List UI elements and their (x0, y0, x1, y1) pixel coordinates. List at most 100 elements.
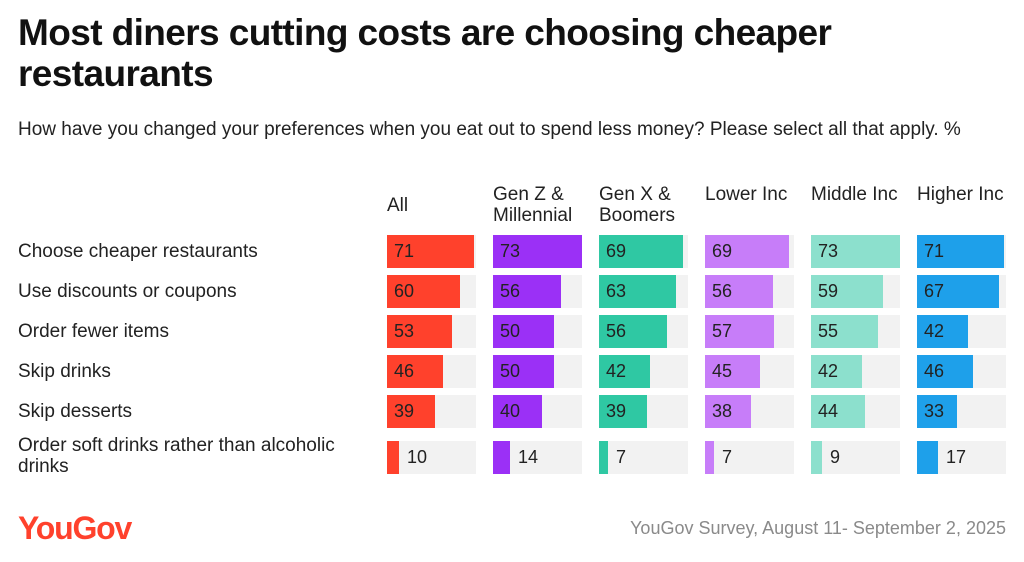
bar-track: 73 (811, 235, 900, 268)
value-label: 10 (407, 447, 428, 467)
bar-track: 7 (705, 441, 794, 474)
bar-gen-x-and-boomers-order-soft-drinks-rather-than-alcoholic-drinks (599, 441, 608, 474)
bar-track: 9 (811, 441, 900, 474)
value-label: 42 (924, 321, 945, 341)
bar-track: 59 (811, 275, 900, 308)
value-label: 71 (394, 241, 415, 261)
value-label: 40 (500, 401, 521, 421)
value-label: 42 (818, 361, 839, 381)
bar-track: 38 (705, 395, 794, 428)
bar-all-skip-drinks (387, 355, 443, 388)
bar-track: 69 (599, 235, 688, 268)
value-label: 33 (924, 401, 945, 421)
value-label: 7 (616, 447, 627, 467)
bar-track: 50 (493, 315, 582, 348)
yougov-logo: YouGov (18, 510, 132, 546)
bar-all-order-soft-drinks-rather-than-alcoholic-drinks (387, 441, 399, 474)
bar-higher-inc-order-fewer-items (917, 315, 968, 348)
column-header-middle-inc: Middle Inc (811, 184, 898, 205)
bar-track: 56 (599, 315, 688, 348)
row-label-choose-cheaper-restaurants: Choose cheaper restaurants (18, 241, 258, 262)
bar-track: 71 (917, 235, 1006, 268)
bar-track: 71 (387, 235, 476, 268)
row-label-order-fewer-items: Order fewer items (18, 321, 169, 342)
value-label: 45 (712, 361, 733, 381)
value-label: 59 (818, 281, 839, 301)
column-header-gen-x-and-boomers: Gen X & Boomers (599, 184, 676, 226)
value-label: 46 (394, 361, 415, 381)
bar-track: 46 (387, 355, 476, 388)
bar-gen-x-and-boomers-order-fewer-items (599, 315, 667, 348)
bar-higher-inc-skip-drinks (917, 355, 973, 388)
bar-lower-inc-order-soft-drinks-rather-than-alcoholic-drinks (705, 441, 714, 474)
bar-gen-x-and-boomers-choose-cheaper-restaurants (599, 235, 683, 268)
bar-higher-inc-use-discounts-or-coupons (917, 275, 999, 308)
bar-middle-inc-choose-cheaper-restaurants (811, 235, 900, 268)
bar-middle-inc-skip-desserts (811, 395, 865, 428)
column-header-all: All (387, 195, 409, 216)
bar-lower-inc-choose-cheaper-restaurants (705, 235, 789, 268)
column-header-higher-inc: Higher Inc (917, 184, 1004, 205)
value-label: 73 (818, 241, 839, 261)
value-label: 69 (712, 241, 733, 261)
bar-higher-inc-choose-cheaper-restaurants (917, 235, 1004, 268)
bar-higher-inc-skip-desserts (917, 395, 957, 428)
bar-all-use-discounts-or-coupons (387, 275, 460, 308)
bar-gen-z-and-millennial-choose-cheaper-restaurants (493, 235, 582, 268)
value-label: 57 (712, 321, 733, 341)
bar-track: 73 (493, 235, 582, 268)
value-label: 69 (606, 241, 627, 261)
column-header-lower-inc: Lower Inc (705, 184, 788, 205)
bar-track: 53 (387, 315, 476, 348)
bar-track: 45 (705, 355, 794, 388)
bar-gen-z-and-millennial-order-fewer-items (493, 315, 554, 348)
value-label: 7 (722, 447, 733, 467)
bar-lower-inc-use-discounts-or-coupons (705, 275, 773, 308)
bar-track: 69 (705, 235, 794, 268)
value-label: 50 (500, 321, 521, 341)
bar-gen-z-and-millennial-skip-desserts (493, 395, 542, 428)
row-label-skip-desserts: Skip desserts (18, 401, 133, 422)
row-label-order-soft-drinks-rather-than-alcoholic-drinks: Order soft drinks rather than alcoholic … (18, 435, 335, 477)
bar-middle-inc-skip-drinks (811, 355, 862, 388)
row-label-use-discounts-or-coupons: Use discounts or coupons (18, 281, 237, 302)
chart-title: Most diners cutting costs are choosing c… (18, 12, 832, 94)
chart-subtitle: How have you changed your preferences wh… (18, 119, 961, 140)
row-label-skip-drinks: Skip drinks (18, 361, 111, 382)
bar-track: 56 (705, 275, 794, 308)
bar-track: 17 (917, 441, 1006, 474)
bar-gen-z-and-millennial-order-soft-drinks-rather-than-alcoholic-drinks (493, 441, 510, 474)
bar-track: 33 (917, 395, 1006, 428)
bar-gen-x-and-boomers-skip-desserts (599, 395, 647, 428)
bar-track: 10 (387, 441, 476, 474)
bar-middle-inc-order-soft-drinks-rather-than-alcoholic-drinks (811, 441, 822, 474)
bar-track: 40 (493, 395, 582, 428)
bar-gen-z-and-millennial-skip-drinks (493, 355, 554, 388)
value-label: 46 (924, 361, 945, 381)
bar-track: 57 (705, 315, 794, 348)
bar-track: 60 (387, 275, 476, 308)
bar-track: 67 (917, 275, 1006, 308)
bar-track: 42 (599, 355, 688, 388)
bar-gen-x-and-boomers-skip-drinks (599, 355, 650, 388)
bar-track: 55 (811, 315, 900, 348)
bar-middle-inc-order-fewer-items (811, 315, 878, 348)
bar-lower-inc-order-fewer-items (705, 315, 774, 348)
value-label: 60 (394, 281, 415, 301)
value-label: 39 (606, 401, 627, 421)
bar-track: 50 (493, 355, 582, 388)
bar-track: 46 (917, 355, 1006, 388)
value-label: 50 (500, 361, 521, 381)
bar-all-choose-cheaper-restaurants (387, 235, 474, 268)
column-header-gen-z-and-millennial: Gen Z & Millennial (493, 184, 573, 226)
value-label: 14 (518, 447, 539, 467)
bar-lower-inc-skip-drinks (705, 355, 760, 388)
bar-track: 14 (493, 441, 582, 474)
bar-track: 42 (917, 315, 1006, 348)
bar-lower-inc-skip-desserts (705, 395, 751, 428)
value-label: 53 (394, 321, 415, 341)
bar-all-skip-desserts (387, 395, 435, 428)
bar-track: 39 (599, 395, 688, 428)
bar-track: 7 (599, 441, 688, 474)
bar-track: 39 (387, 395, 476, 428)
